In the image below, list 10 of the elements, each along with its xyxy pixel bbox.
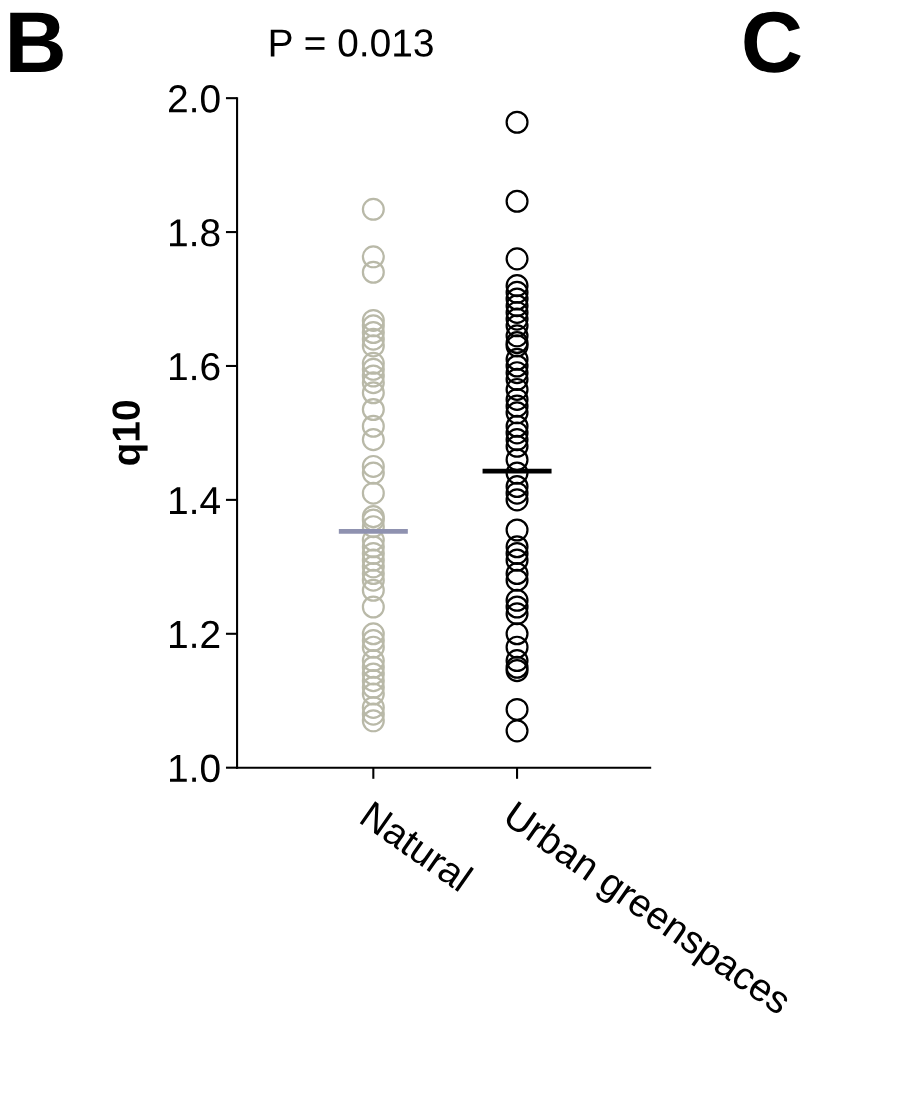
y-tick-label: 2.0 — [169, 85, 220, 113]
y-axis-title: q10 — [112, 401, 148, 465]
y-tick-label: 1.2 — [170, 620, 220, 648]
text: B — [10, 12, 63, 72]
text: C — [744, 11, 801, 73]
y-tick-label: 1.8 — [170, 219, 220, 247]
y-tick-label: 1.6 — [170, 352, 220, 381]
y-tick-label: 1.4 — [170, 487, 220, 514]
chart-title: P = 0.013 — [270, 29, 433, 57]
y-tick-label: 1.0 — [170, 754, 220, 783]
